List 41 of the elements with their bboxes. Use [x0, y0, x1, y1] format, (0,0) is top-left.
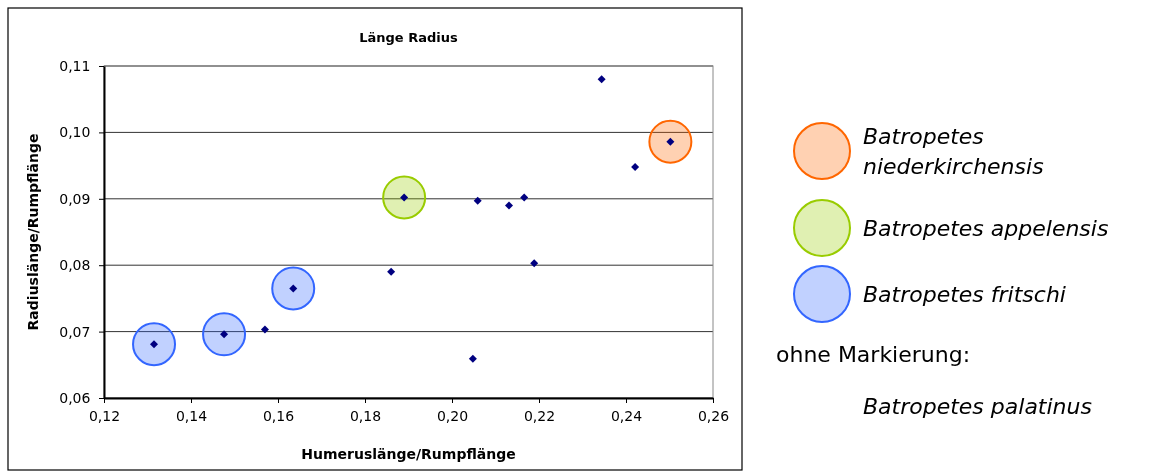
x-tick-label: 0,24: [610, 408, 643, 425]
point: [530, 259, 539, 268]
point: [597, 75, 606, 84]
y-axis-title: Radiuslänge/Rumpflänge: [25, 133, 41, 331]
y-tick-label: 0,07: [59, 323, 91, 340]
point: [382, 175, 427, 220]
point: [150, 340, 159, 349]
point: [132, 322, 177, 367]
x-tick-label: 0,18: [349, 408, 382, 425]
x-tick-label: 0,16: [262, 408, 295, 425]
point: [400, 193, 409, 202]
point: [631, 162, 640, 171]
point: [387, 267, 396, 276]
point: [260, 325, 269, 334]
text: ohne Markierung:: [776, 342, 971, 367]
text: Batropetes palatinus: [863, 394, 1092, 419]
point: [520, 193, 529, 202]
y-tick-label: 0,11: [59, 57, 91, 74]
point: [202, 312, 247, 357]
point: [666, 137, 675, 146]
y-tick-label: 0,09: [59, 190, 91, 207]
point: [648, 119, 693, 164]
point: [468, 354, 477, 363]
point: [271, 266, 316, 311]
x-tick-label: 0,22: [523, 408, 556, 425]
text: Batropetes niederkirchensis: [863, 124, 1044, 179]
x-tick-label: 0,20: [436, 408, 469, 425]
point: [289, 284, 298, 293]
x-axis-title: Humeruslänge/Rumpflänge: [301, 446, 516, 462]
y-tick-label: 0,08: [59, 257, 91, 274]
x-tick-label: 0,14: [175, 408, 208, 425]
point: [220, 330, 229, 339]
point: [473, 196, 482, 205]
x-tick-label: 0,26: [697, 408, 730, 425]
text: Batropetes fritschi: [863, 282, 1066, 307]
text: Batropetes appelensis: [863, 216, 1109, 241]
x-tick-label: 0,12: [88, 408, 121, 425]
y-tick-label: 0,06: [59, 389, 91, 406]
y-tick-label: 0,10: [59, 124, 91, 141]
chart-title: Länge Radius: [359, 30, 459, 45]
point: [504, 201, 513, 210]
